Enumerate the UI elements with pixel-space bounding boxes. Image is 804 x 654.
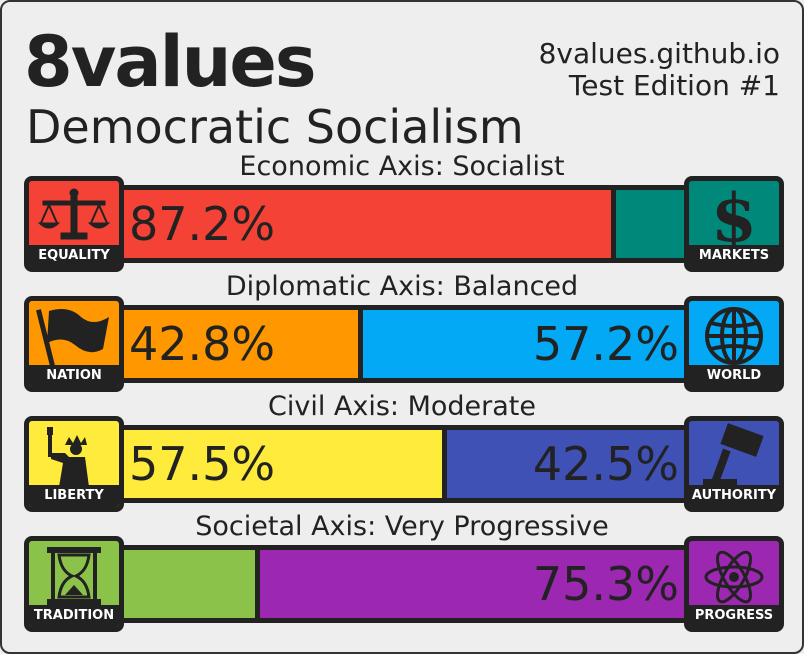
markets-label: MARKETS (689, 245, 779, 267)
svg-text:$: $ (711, 183, 757, 247)
edition-label: Test Edition #1 (568, 69, 780, 102)
bar-segment-equality: 87.2% (119, 190, 617, 258)
atom-icon (704, 550, 764, 604)
ideology-name: Democratic Socialism (26, 100, 524, 154)
axis-title-diplomatic: Diplomatic Axis: Balanced (225, 271, 579, 302)
axis-bar-economic: 87.2% (114, 185, 694, 263)
percent-equality: 87.2% (129, 197, 276, 251)
percent-progress: 75.3% (532, 557, 679, 611)
scales-icon (37, 188, 111, 240)
axis-title-civil: Civil Axis: Moderate (267, 391, 537, 422)
axis-bar-diplomatic: 42.8% 57.2% (114, 305, 694, 383)
bar-segment-liberty: 57.5% (119, 430, 447, 498)
equality-badge: EQUALITY (24, 176, 124, 272)
progress-label: PROGRESS (689, 605, 779, 627)
tradition-badge: TRADITION (24, 536, 124, 632)
axis-bar-societal: 75.3% (114, 545, 694, 623)
nation-label: NATION (29, 365, 119, 387)
world-badge: WORLD (684, 296, 784, 392)
tradition-label: TRADITION (29, 605, 119, 627)
statue-of-liberty-icon (47, 427, 89, 487)
bar-segment-world: 57.2% (362, 310, 689, 378)
bar-segment-nation: 42.8% (119, 310, 363, 378)
globe-icon (705, 307, 763, 365)
nation-badge: NATION (24, 296, 124, 392)
percent-world: 57.2% (532, 317, 679, 371)
world-label: WORLD (689, 365, 779, 387)
bar-segment-authority: 42.5% (446, 430, 689, 498)
authority-badge: AUTHORITY (684, 416, 784, 512)
dollar-icon: $ (711, 183, 757, 247)
bar-segment-markets (616, 190, 689, 258)
authority-label: AUTHORITY (689, 485, 779, 507)
site-info: 8values.github.io Test Edition #1 (539, 38, 780, 102)
percent-nation: 42.8% (129, 317, 276, 371)
equality-label: EQUALITY (29, 245, 119, 267)
progress-badge: PROGRESS (684, 536, 784, 632)
bar-segment-progress: 75.3% (259, 550, 689, 618)
bar-segment-tradition (119, 550, 260, 618)
axis-title-societal: Societal Axis: Very Progressive (195, 511, 609, 542)
percent-authority: 42.5% (532, 437, 679, 491)
markets-badge: $ MARKETS (684, 176, 784, 272)
hourglass-icon (47, 547, 101, 605)
axis-bar-civil: 57.5% 42.5% (114, 425, 694, 503)
flag-icon (36, 309, 109, 367)
axis-title-economic: Economic Axis: Socialist (239, 151, 565, 182)
gavel-icon (703, 423, 764, 485)
site-url: 8values.github.io (538, 37, 780, 70)
liberty-label: LIBERTY (29, 485, 119, 507)
brand-title: 8values (24, 21, 317, 103)
percent-liberty: 57.5% (129, 437, 276, 491)
liberty-badge: LIBERTY (24, 416, 124, 512)
